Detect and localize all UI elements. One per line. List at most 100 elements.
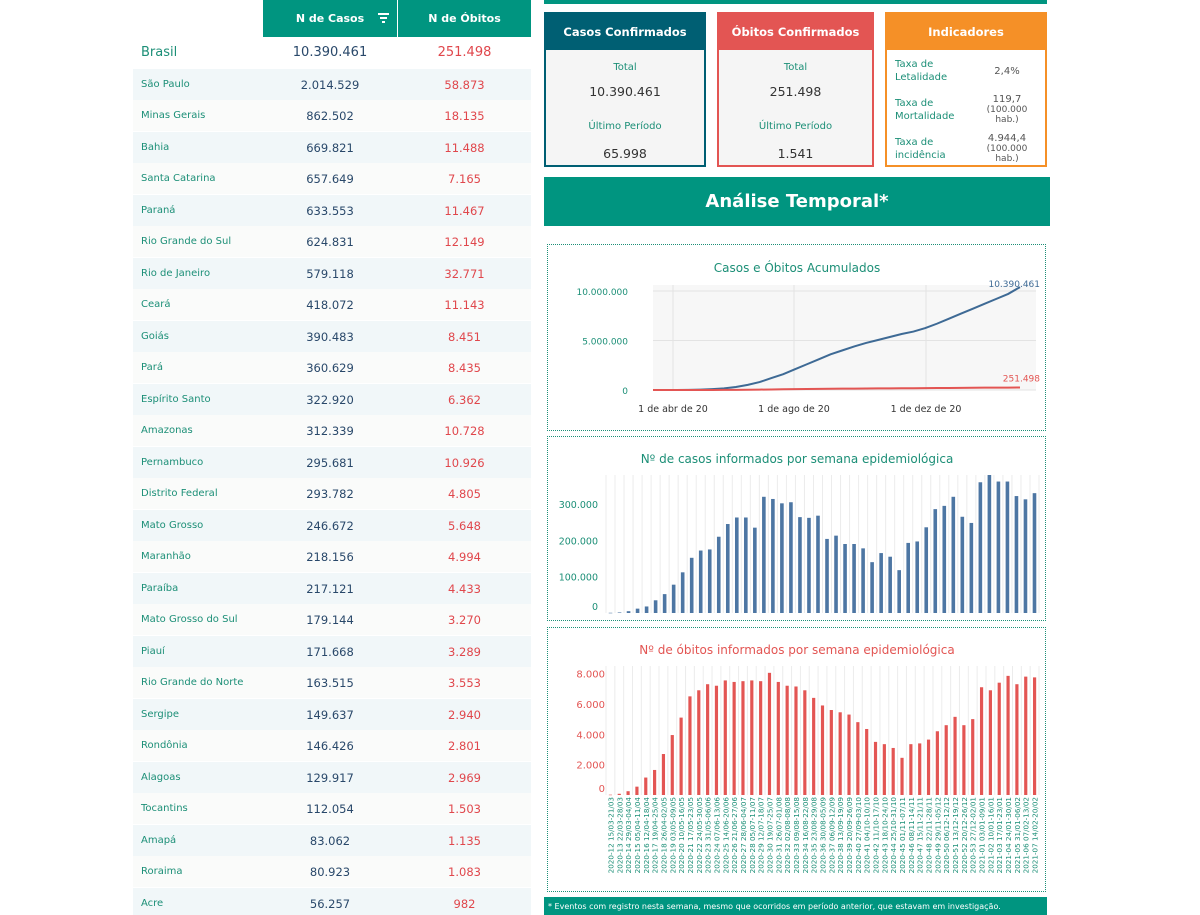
cell-name: Mato Grosso do Sul [141,614,238,625]
table-row[interactable]: Tocantins 112.054 1.503 [133,793,531,824]
cell-name: Santa Catarina [141,173,216,184]
table-row[interactable]: Minas Gerais 862.502 18.135 [133,100,531,131]
bar [680,572,685,613]
x-tick-label: 2020-38 13/09-19/09 [836,797,845,874]
bar [918,743,922,795]
cell-name: Goiás [141,331,169,342]
table-row[interactable]: Paraná 633.553 11.467 [133,195,531,226]
y-tick-label: 2.000 [576,761,605,772]
table-row[interactable]: Maranhão 218.156 4.994 [133,541,531,572]
cell-name: Paraíba [141,583,179,594]
table-row[interactable]: Distrito Federal 293.782 4.805 [133,478,531,509]
cell-name: Distrito Federal [141,488,218,499]
table-row[interactable]: Pará 360.629 8.435 [133,352,531,383]
bar [909,744,913,795]
x-tick-label: 2020-45 01/11-07/11 [898,797,907,873]
table-row[interactable]: Piauí 171.668 3.289 [133,636,531,667]
table-row[interactable]: Roraima 80.923 1.083 [133,856,531,887]
bar [723,680,727,795]
plot-area [653,285,1036,390]
cell-cases: 579.118 [306,266,354,281]
bar [891,747,895,795]
table-row[interactable]: Espírito Santo 322.920 6.362 [133,384,531,415]
x-tick-label: 2020-35 23/08-29/08 [810,797,819,874]
table-row[interactable]: Bahia 669.821 11.488 [133,132,531,163]
cell-deaths: 3.289 [448,644,481,659]
bar [714,685,719,795]
mortalidade-number: 119,7 [992,94,1022,105]
table-row[interactable]: Acre 56.257 982 [133,888,531,915]
cell-name: Minas Gerais [141,110,206,121]
table-row[interactable]: Rondônia 146.426 2.801 [133,730,531,761]
table-row[interactable]: Ceará 418.072 11.143 [133,289,531,320]
table-row[interactable]: Rio de Janeiro 579.118 32.771 [133,258,531,289]
table-row[interactable]: Amapá 83.062 1.135 [133,825,531,856]
weekly-cases-chart-svg[interactable]: Nº de casos informados por semana epidem… [548,437,1045,620]
bar [617,793,621,795]
bar [888,556,892,613]
mortalidade-unit: (100.000 hab.) [986,105,1028,125]
bar [644,606,649,613]
table-row-brasil[interactable]: Brasil 10.390.461 251.498 [133,37,531,68]
y-tick-label: 0 [592,602,598,613]
header-cases[interactable]: N de Casos [263,0,397,37]
deaths-period-value: 1.541 [777,146,814,161]
cell-deaths: 10.728 [444,423,485,438]
bar [816,515,820,613]
table-row[interactable]: Pernambuco 295.681 10.926 [133,447,531,478]
cell-name: Maranhão [141,551,191,562]
table-row[interactable]: São Paulo 2.014.529 58.873 [133,69,531,100]
cell-name: Ceará [141,299,171,310]
bar [744,517,748,613]
x-tick-label: 2020-26 21/06-27/06 [730,797,739,874]
chart-title: Casos e Óbitos Acumulados [714,260,881,275]
table-row[interactable]: Rio Grande do Sul 624.831 12.149 [133,226,531,257]
cell-deaths: 1.083 [448,864,481,879]
cell-name: Alagoas [141,772,181,783]
table-row[interactable]: Amazonas 312.339 10.728 [133,415,531,446]
bar [861,548,865,613]
bar [1024,676,1028,795]
cases-period-label: Último Período [588,121,662,132]
bar [734,517,739,613]
y-tick-label: 4.000 [576,730,605,741]
bar [1005,481,1010,613]
table-row[interactable]: Sergipe 149.637 2.940 [133,699,531,730]
cell-cases: 218.156 [306,549,354,564]
bar [865,728,869,795]
cell-cases: 246.672 [306,518,354,533]
bar [698,550,703,613]
bar [762,496,766,613]
table-row[interactable]: Mato Grosso 246.672 5.648 [133,510,531,541]
cell-deaths: 2.940 [448,707,481,722]
table-row[interactable]: Mato Grosso do Sul 179.144 3.270 [133,604,531,635]
bar [960,516,965,613]
cell-cases: 56.257 [309,896,351,911]
table-row[interactable]: Alagoas 129.917 2.969 [133,762,531,793]
bar [626,791,630,795]
x-tick-label: 2021-01 03/01-09/01 [978,797,987,873]
table-row[interactable]: Paraíba 217.121 4.433 [133,573,531,604]
cell-cases: 129.917 [306,770,354,785]
cumulative-chart[interactable]: Casos e Óbitos Acumulados 0 5.000.000 10.00… [547,244,1046,431]
weekly-deaths-chart-svg[interactable]: Nº de óbitos informados por semana epide… [548,628,1045,891]
table-row[interactable]: Goiás 390.483 8.451 [133,321,531,352]
table-row[interactable]: Santa Catarina 657.649 7.165 [133,163,531,194]
filter-icon[interactable] [378,12,389,23]
header-deaths[interactable]: N de Óbitos [398,0,531,37]
weekly-deaths-chart[interactable]: Nº de óbitos informados por semana epide… [547,627,1046,892]
cell-name: Roraima [141,866,183,877]
table-header: N de Casos N de Óbitos [133,0,531,37]
x-tick-label: 2021-05 31/01-06/02 [1013,797,1022,873]
cell-deaths: 18.135 [444,108,485,123]
x-tick-label: 2020-12 15/03-21/03 [606,797,615,873]
cumulative-chart-svg[interactable]: Casos e Óbitos Acumulados 0 5.000.000 10.00… [548,245,1045,430]
table-row[interactable]: Rio Grande do Norte 163.515 3.553 [133,667,531,698]
y-tick-label: 6.000 [576,700,605,711]
cell-cases: 293.782 [306,486,354,501]
weekly-cases-chart[interactable]: Nº de casos informados por semana epidem… [547,436,1046,621]
cell-deaths: 7.165 [448,171,481,186]
cell-name: Mato Grosso [141,520,204,531]
bar [953,716,957,795]
cases-total-value: 10.390.461 [589,84,661,99]
